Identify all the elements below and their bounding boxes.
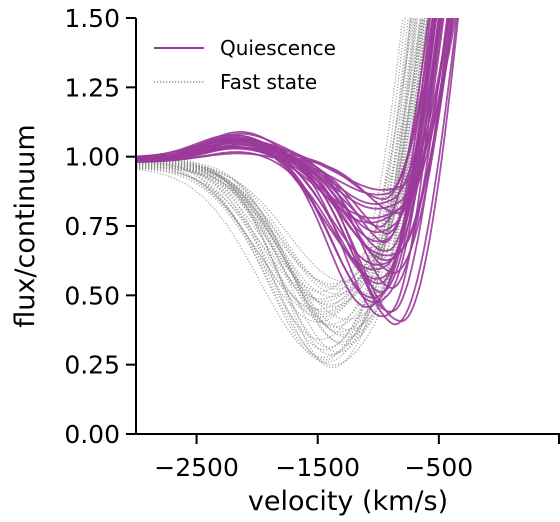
y-tick-label: 0.00 [64,420,120,449]
fast-state-line-9 [136,18,428,346]
y-tick-label: 0.75 [64,212,120,241]
x-axis-label: velocity (km/s) [248,486,448,517]
y-axis-label: flux/continuum [10,124,41,327]
legend-label-0: Quiescence [220,36,336,60]
quiescence-series [136,18,460,326]
fast-state-line-34 [136,18,424,283]
fast-state-line-0 [136,18,416,369]
quiescence-line-14 [136,18,445,262]
fast-state-line-8 [136,18,436,348]
fast-state-line-6 [136,18,436,353]
axes: 0.00 0.25 0.50 0.75 1.00 1.25 1.50 −2500 −1500 −5… [64,4,560,482]
quiescence-line-24 [136,18,450,215]
fast-state-line-1 [136,18,429,366]
y-tick-label: 1.00 [64,143,120,172]
quiescence-line-25 [136,18,457,210]
y-tick-label: 1.50 [64,4,120,33]
x-tick-label: −500 [405,453,474,482]
fast-state-line-7 [136,18,409,351]
y-tick-label: 0.25 [64,351,120,380]
quiescence-line-19 [136,18,438,235]
fast-state-line-3 [136,18,422,361]
legend-label-1: Fast state [220,70,317,94]
fast-state-line-2 [136,18,412,364]
quiescence-line-29 [136,18,450,191]
fast-state-line-27 [136,18,404,300]
fast-state-line-18 [136,18,426,323]
quiescence-line-2 [136,18,441,318]
fast-state-line-4 [136,18,442,358]
fast-state-line-17 [136,18,412,326]
fast-state-series [136,18,442,369]
y-tick-label: 1.25 [64,73,120,102]
quiescence-line-21 [136,18,430,228]
quiescence-line-28 [136,18,434,196]
legend: Quiescence Fast state [154,36,336,94]
quiescence-line-23 [136,18,450,219]
fast-state-line-22 [136,18,414,313]
fast-state-line-19 [136,18,429,321]
fast-state-line-33 [136,18,415,285]
quiescence-line-22 [136,18,452,224]
y-tick-label: 0.50 [64,281,120,310]
quiescence-line-12 [136,18,443,271]
quiescence-line-17 [136,18,432,244]
fast-state-line-31 [136,18,418,290]
x-tick-label: −1500 [275,453,360,482]
x-tick-label: −2500 [154,453,239,482]
